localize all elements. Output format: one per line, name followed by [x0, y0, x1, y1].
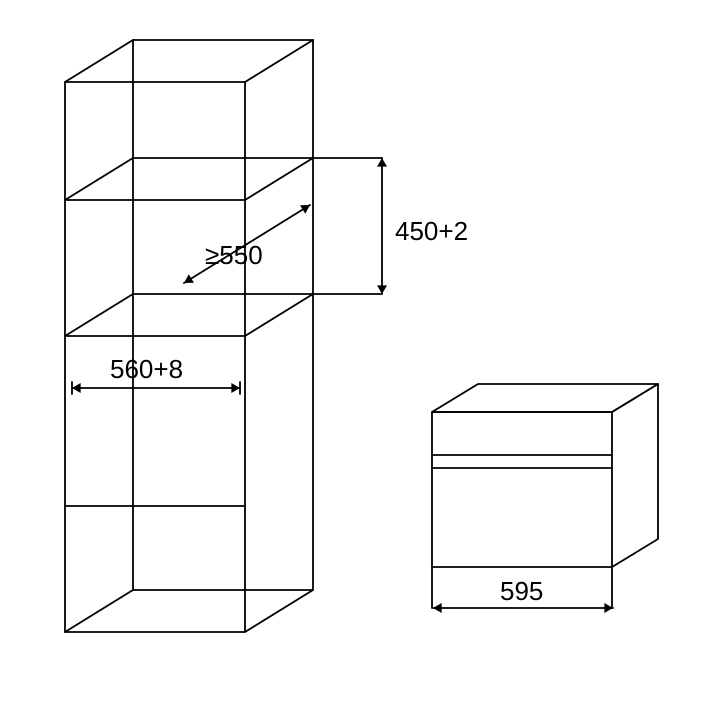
technical-drawing: 450+2 ≥550 560+8 595: [0, 0, 720, 720]
dim-width: 560+8: [110, 354, 183, 384]
dim-appliance-width: 595: [500, 576, 543, 606]
dim-height: 450+2: [395, 216, 468, 246]
dim-depth: ≥550: [205, 240, 263, 270]
